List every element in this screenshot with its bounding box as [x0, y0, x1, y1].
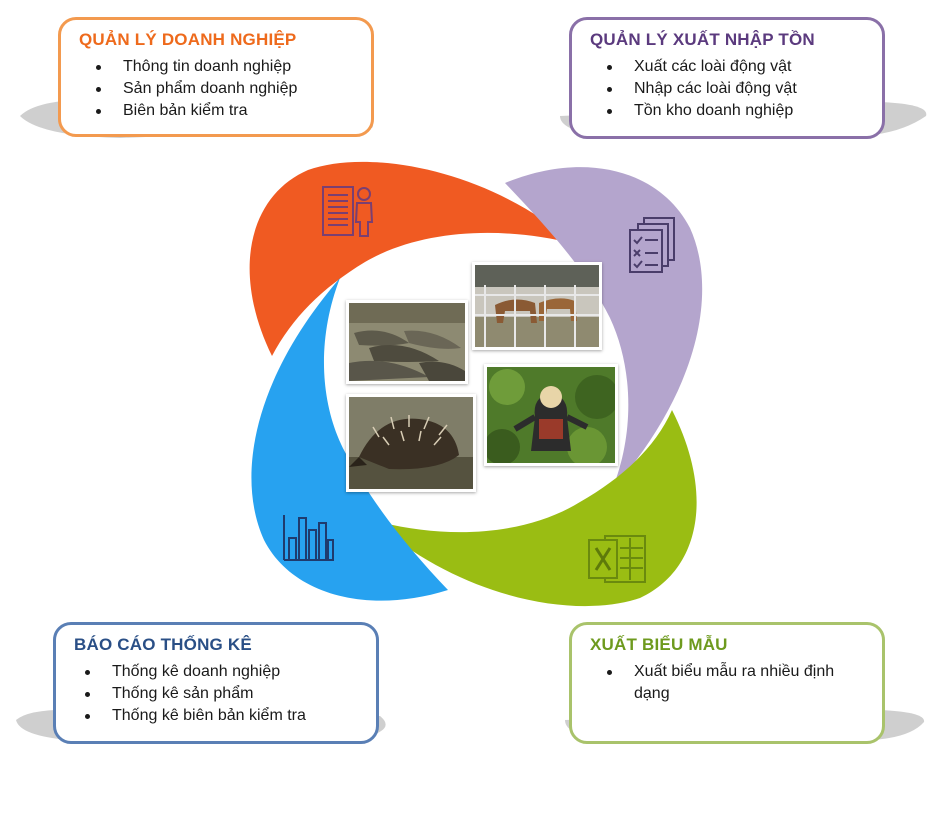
list-item: Thống kê doanh nghiệp — [85, 661, 360, 683]
petal-business — [249, 161, 575, 356]
document-person-icon — [322, 186, 374, 237]
list-item: Thông tin doanh nghiệp — [96, 56, 355, 78]
list-item: Xuất các loài động vật — [607, 56, 866, 78]
module-business-title: QUẢN LÝ DOANH NGHIỆP — [79, 30, 297, 49]
photo-echidna — [346, 394, 476, 492]
module-inventory-list: Xuất các loài động vật Nhập các loài độn… — [590, 56, 866, 122]
module-business-list: Thông tin doanh nghiệp Sản phẩm doanh ng… — [79, 56, 355, 122]
module-inventory-title: QUẢN LÝ XUẤT NHẬP TỒN — [590, 30, 815, 49]
list-item: Xuất biểu mẫu ra nhiều định dạng — [607, 661, 836, 705]
bar-chart-icon — [283, 515, 334, 561]
list-item: Biên bản kiểm tra — [96, 100, 355, 122]
petal-reports — [251, 278, 448, 601]
list-item: Thống kê sản phẩm — [85, 683, 360, 705]
module-business-box: QUẢN LÝ DOANH NGHIỆP Thông tin doanh ngh… — [58, 17, 374, 137]
list-item: Tồn kho doanh nghiệp — [607, 100, 866, 122]
module-reports-list: Thống kê doanh nghiệp Thống kê sản phẩm … — [74, 661, 360, 727]
checklist-icon — [629, 217, 675, 273]
excel-icon — [588, 535, 646, 583]
module-export-box: XUẤT BIỂU MẪU Xuất biểu mẫu ra nhiều địn… — [569, 622, 885, 744]
photo-monkey — [484, 364, 618, 466]
list-item: Sản phẩm doanh nghiệp — [96, 78, 355, 100]
list-item: Thống kê biên bản kiểm tra — [85, 705, 360, 727]
photo-deer-enclosure — [472, 262, 602, 350]
module-inventory-box: QUẢN LÝ XUẤT NHẬP TỒN Xuất các loài động… — [569, 17, 885, 139]
module-export-list: Xuất biểu mẫu ra nhiều định dạng — [590, 661, 866, 705]
list-item: Nhập các loài động vật — [607, 78, 866, 100]
module-export-title: XUẤT BIỂU MẪU — [590, 635, 728, 654]
photo-crocodiles — [346, 300, 468, 384]
module-reports-box: BÁO CÁO THỐNG KÊ Thống kê doanh nghiệp T… — [53, 622, 379, 744]
module-reports-title: BÁO CÁO THỐNG KÊ — [74, 635, 252, 654]
